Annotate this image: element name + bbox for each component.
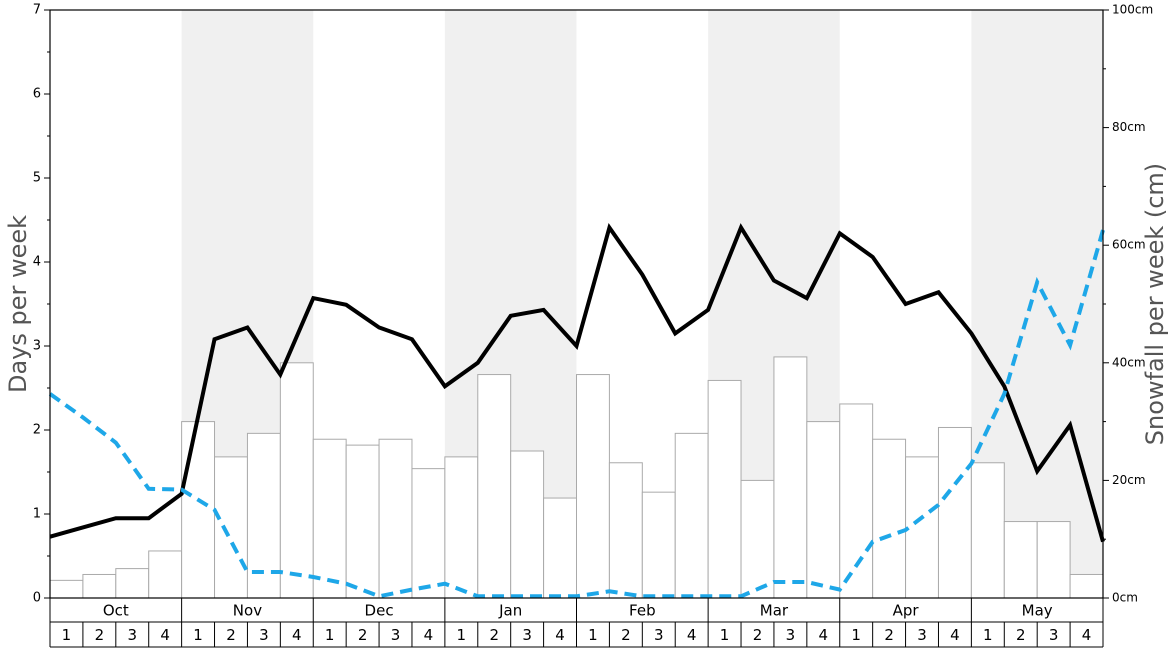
snowfall-bar <box>608 462 643 599</box>
week-label: 3 <box>786 626 796 644</box>
snowfall-bar <box>773 356 808 599</box>
week-label: 4 <box>687 626 697 644</box>
right-tick-label: 40cm <box>1112 355 1146 369</box>
right-tick-label: 100cm <box>1112 3 1153 17</box>
right-tick-label: 20cm <box>1112 473 1146 487</box>
week-label: 1 <box>983 626 993 644</box>
right-tick-label: 0cm <box>1112 591 1138 605</box>
left-tick-label: 6 <box>33 87 41 102</box>
week-label: 1 <box>720 626 730 644</box>
snowfall-bar <box>82 573 117 599</box>
left-axis: 0 1 2 3 4 5 6 7 <box>33 3 50 606</box>
left-tick-label: 0 <box>33 591 41 606</box>
snowfall-bar <box>214 456 248 599</box>
left-tick-label: 2 <box>33 423 41 438</box>
month-label: Nov <box>233 602 262 620</box>
month-label: May <box>1022 602 1053 620</box>
snowfall-bar <box>806 421 841 599</box>
week-label: 4 <box>292 626 302 644</box>
week-label: 3 <box>1049 626 1059 644</box>
snow-days-dashed-line <box>48 229 1105 599</box>
week-label: 4 <box>555 626 565 644</box>
month-label: Apr <box>893 602 920 620</box>
snowfall-bar <box>345 444 380 599</box>
snowfall-bar <box>740 479 775 599</box>
week-label: 3 <box>259 626 269 644</box>
left-axis-label: Days per week <box>4 215 32 393</box>
week-label: 1 <box>457 626 467 644</box>
snowfall-bar <box>1003 521 1038 599</box>
week-label: 1 <box>62 626 72 644</box>
week-label: 4 <box>1082 626 1092 644</box>
snowfall-bar <box>937 426 972 599</box>
snowfall-bar <box>444 456 479 599</box>
week-label: 3 <box>917 626 927 644</box>
snowfall-bar <box>378 438 413 599</box>
snowfall-bar <box>576 374 610 599</box>
week-label: 2 <box>358 626 368 644</box>
x-axis-table: Oct 1 2 3 4 Nov 1 2 3 4 Dec 1 2 3 4 Jan 1 2 3 4 Feb 1 2 3 4 Mar 1 2… <box>49 598 1104 648</box>
snowfall-bars-layer <box>49 356 1104 599</box>
days-per-week-line <box>49 222 1105 543</box>
week-label: 4 <box>160 626 170 644</box>
snowfall-bar <box>148 550 183 599</box>
left-tick-label: 4 <box>33 255 41 270</box>
week-label: 1 <box>588 626 598 644</box>
right-axis: 0cm 20cm 40cm 60cm 80cm 100cm <box>1103 3 1153 605</box>
week-label: 2 <box>489 626 499 644</box>
week-label: 3 <box>522 626 532 644</box>
week-label: 1 <box>851 626 861 644</box>
right-axis-label: Snowfall per week (cm) <box>1141 163 1168 445</box>
month-label: Mar <box>760 602 789 620</box>
snowfall-bar <box>970 462 1005 599</box>
right-tick-label: 80cm <box>1112 120 1146 134</box>
month-label: Dec <box>365 602 394 620</box>
snowfall-bar <box>905 456 939 599</box>
snowfall-bar <box>839 403 874 599</box>
left-tick-label: 1 <box>33 507 41 522</box>
snowfall-bar <box>872 438 907 599</box>
snowfall-bar <box>181 421 216 599</box>
week-label: 3 <box>127 626 137 644</box>
left-tick-label: 5 <box>33 171 41 186</box>
snowfall-bar <box>1036 521 1071 599</box>
month-label: Jan <box>498 602 522 620</box>
snowfall-bar <box>707 379 742 599</box>
snowfall-bar <box>49 579 84 599</box>
snowfall-bar <box>510 450 545 599</box>
snowfall-bar <box>543 497 577 599</box>
left-tick-label: 3 <box>33 339 41 354</box>
left-tick-label: 7 <box>33 3 41 18</box>
month-label: Feb <box>629 602 656 620</box>
week-label: 4 <box>424 626 434 644</box>
week-label: 2 <box>884 626 894 644</box>
week-label: 3 <box>654 626 664 644</box>
week-label: 4 <box>950 626 960 644</box>
week-label: 1 <box>325 626 335 644</box>
snowfall-bar <box>641 491 676 599</box>
snowfall-bar <box>279 362 314 599</box>
snowfall-bar <box>115 568 150 599</box>
month-label: Oct <box>103 602 129 620</box>
week-label: 2 <box>753 626 763 644</box>
week-label: 1 <box>193 626 203 644</box>
week-label: 2 <box>226 626 236 644</box>
right-tick-label: 60cm <box>1112 238 1146 252</box>
week-label: 2 <box>95 626 105 644</box>
week-label: 2 <box>621 626 631 644</box>
snowfall-bar <box>1069 573 1104 599</box>
week-label: 2 <box>1016 626 1026 644</box>
snowfall-bar <box>477 374 512 599</box>
lines-layer <box>48 222 1105 599</box>
snowfall-bar <box>411 468 446 599</box>
snowfall-bar <box>674 432 709 599</box>
week-label: 4 <box>819 626 829 644</box>
week-label: 3 <box>391 626 401 644</box>
snowfall-bar <box>312 438 347 599</box>
